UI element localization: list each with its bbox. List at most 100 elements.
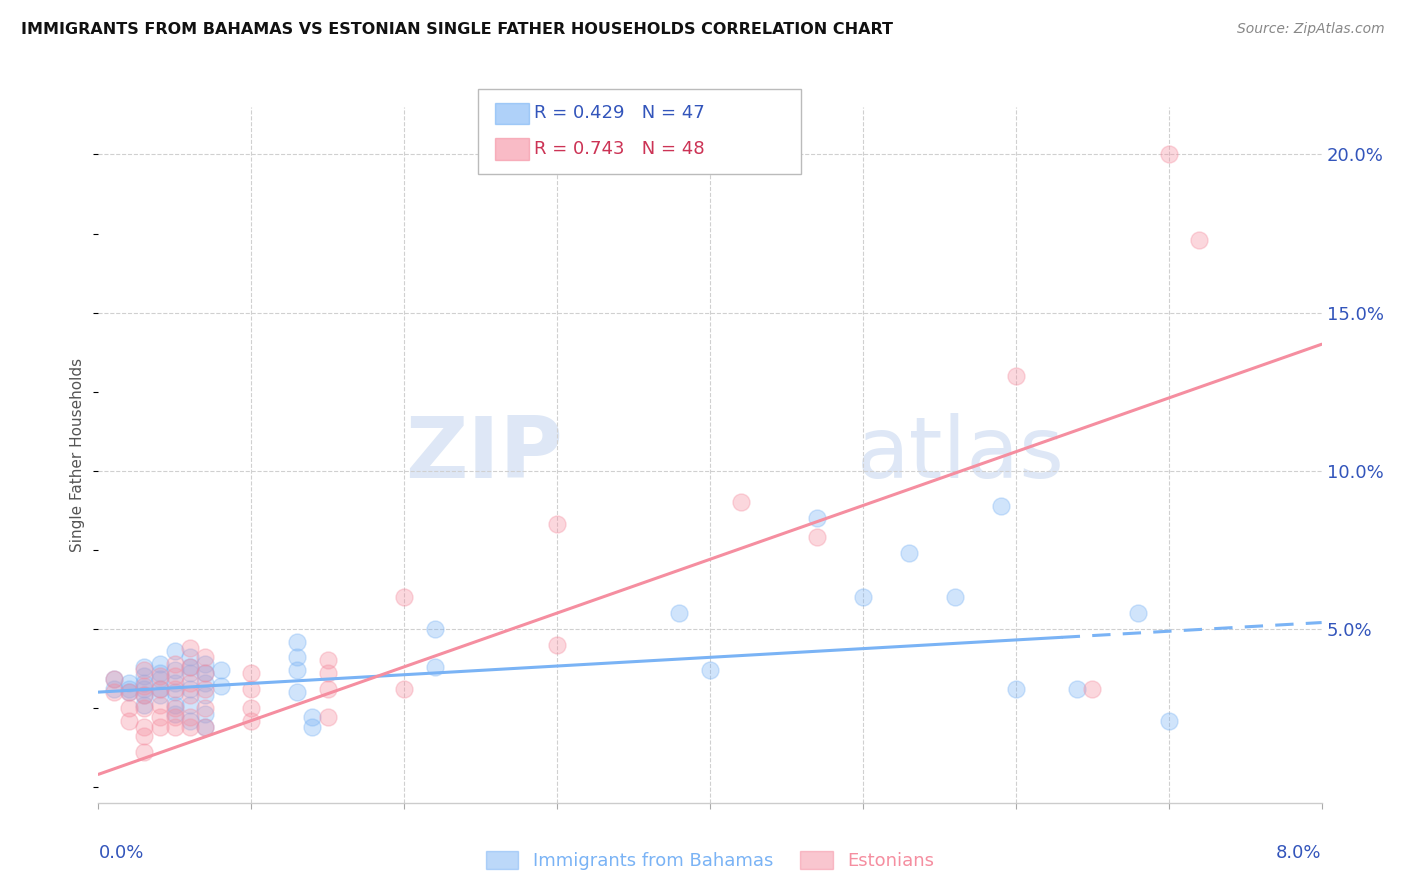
Text: R = 0.743   N = 48: R = 0.743 N = 48 [534,140,704,158]
Point [103,673,125,687]
Point [546,517,568,532]
Point [179,714,201,728]
Point [990,499,1012,513]
Point [1066,681,1088,696]
Point [134,679,156,693]
Point [194,666,217,681]
Point [179,698,201,712]
Point [392,591,416,605]
Point [1004,368,1026,383]
Text: R = 0.429   N = 47: R = 0.429 N = 47 [534,104,704,122]
Point [194,666,217,681]
Text: 8.0%: 8.0% [1277,844,1322,862]
Point [149,681,172,696]
Legend: Immigrants from Bahamas, Estonians: Immigrants from Bahamas, Estonians [478,844,942,877]
Point [163,720,186,734]
Point [149,710,172,724]
Text: atlas: atlas [856,413,1064,497]
Point [134,698,156,712]
Point [1004,681,1026,696]
Point [118,714,141,728]
Point [285,634,308,648]
Point [179,660,201,674]
Point [163,669,186,683]
Point [240,714,263,728]
Point [149,666,172,681]
Point [285,650,308,665]
Point [134,745,156,759]
Point [194,650,217,665]
Point [163,663,186,677]
Point [149,681,172,696]
Point [134,720,156,734]
Point [194,688,217,702]
Point [668,606,690,620]
Point [134,701,156,715]
Point [194,707,217,722]
Point [699,663,721,677]
Y-axis label: Single Father Households: Single Father Households [70,358,86,552]
Point [897,546,920,560]
Point [209,679,232,693]
Point [163,707,186,722]
Point [179,681,201,696]
Point [118,685,141,699]
Point [163,657,186,671]
Text: ZIP: ZIP [405,413,564,497]
Point [301,710,323,724]
Point [240,666,263,681]
Point [134,688,156,702]
Point [546,638,568,652]
Point [134,663,156,677]
Point [240,681,263,696]
Point [103,681,125,696]
Point [134,730,156,744]
Point [163,681,186,696]
Point [118,681,141,696]
Point [1081,681,1104,696]
Point [134,669,156,683]
Point [316,653,339,667]
Point [179,660,201,674]
Point [194,720,217,734]
Point [1157,714,1180,728]
Point [1128,606,1150,620]
Point [285,685,308,699]
Point [163,644,186,658]
Point [240,701,263,715]
Point [149,688,172,702]
Point [179,666,201,681]
Point [179,688,201,702]
Point [163,675,186,690]
Point [134,660,156,674]
Point [163,685,186,699]
Point [209,663,232,677]
Point [118,685,141,699]
Point [943,591,966,605]
Point [423,622,446,636]
Point [285,663,308,677]
Text: 0.0%: 0.0% [98,844,143,862]
Point [301,720,323,734]
Point [163,710,186,724]
Point [149,669,172,683]
Point [316,666,339,681]
Point [194,701,217,715]
Point [118,675,141,690]
Point [194,681,217,696]
Text: IMMIGRANTS FROM BAHAMAS VS ESTONIAN SINGLE FATHER HOUSEHOLDS CORRELATION CHART: IMMIGRANTS FROM BAHAMAS VS ESTONIAN SING… [21,22,893,37]
Point [163,698,186,712]
Point [194,720,217,734]
Point [118,701,141,715]
Point [730,495,752,509]
Point [179,650,201,665]
Point [179,710,201,724]
Point [806,511,828,525]
Point [134,675,156,690]
Point [179,640,201,655]
Point [194,657,217,671]
Point [179,720,201,734]
Point [149,698,172,712]
Point [134,681,156,696]
Point [1188,233,1211,247]
